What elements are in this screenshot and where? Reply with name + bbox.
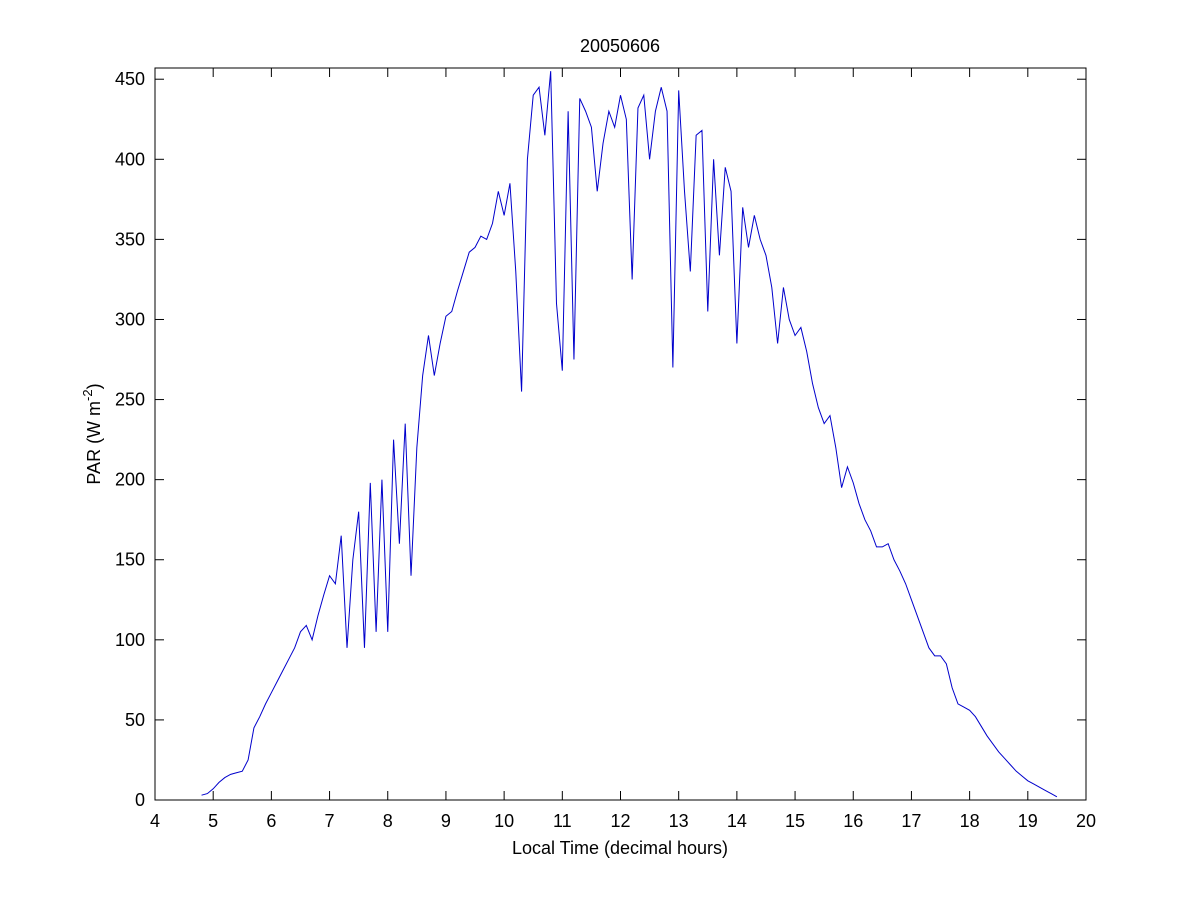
x-tick-label: 10 <box>494 811 514 831</box>
x-tick-label: 11 <box>553 811 572 831</box>
y-tick-label: 0 <box>135 790 145 810</box>
y-tick-label: 350 <box>115 229 145 249</box>
y-tick-label: 100 <box>115 630 145 650</box>
y-tick-label: 200 <box>115 470 145 490</box>
y-tick-label: 400 <box>115 149 145 169</box>
plot-area <box>154 67 1087 801</box>
y-tick-label: 50 <box>125 710 145 730</box>
x-tick-label: 6 <box>266 811 276 831</box>
x-tick-label: 18 <box>960 811 980 831</box>
x-tick-label: 12 <box>610 811 630 831</box>
y-tick-label: 250 <box>115 390 145 410</box>
x-tick-label: 4 <box>150 811 160 831</box>
x-tick-label: 14 <box>727 811 747 831</box>
y-tick-label: 300 <box>115 309 145 329</box>
chart-title: 20050606 <box>580 36 660 56</box>
y-tick-label: 150 <box>115 550 145 570</box>
y-axis-label-suffix: ) <box>84 383 104 389</box>
x-axis-label: Local Time (decimal hours) <box>512 838 728 858</box>
x-tick-label: 15 <box>785 811 805 831</box>
y-axis-label: PAR (W m-2) <box>80 383 104 484</box>
y-tick-label: 450 <box>115 69 145 89</box>
x-tick-label: 7 <box>325 811 335 831</box>
x-tick-label: 9 <box>441 811 451 831</box>
y-axis-label-superscript: -2 <box>80 389 95 401</box>
x-tick-label: 8 <box>383 811 393 831</box>
x-tick-label: 16 <box>843 811 863 831</box>
x-tick-label: 13 <box>669 811 689 831</box>
y-axis-label-text: PAR (W m <box>84 401 104 485</box>
x-tick-label: 17 <box>901 811 921 831</box>
data-line <box>201 71 1058 798</box>
x-tick-label: 20 <box>1076 811 1096 831</box>
x-tick-label: 5 <box>208 811 218 831</box>
x-tick-label: 19 <box>1018 811 1038 831</box>
